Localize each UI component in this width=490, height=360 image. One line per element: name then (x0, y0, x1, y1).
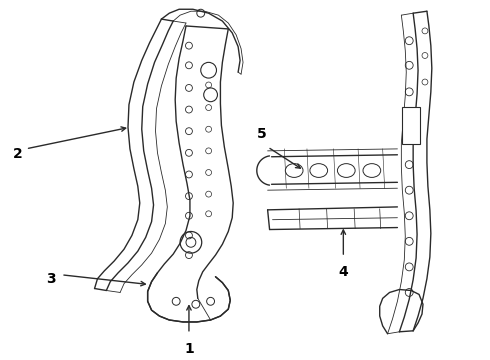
Text: 4: 4 (339, 265, 348, 279)
Text: 1: 1 (184, 342, 194, 356)
Ellipse shape (338, 164, 355, 177)
Text: 5: 5 (257, 127, 267, 141)
Ellipse shape (363, 164, 381, 177)
FancyBboxPatch shape (402, 107, 420, 144)
Ellipse shape (310, 164, 328, 177)
Text: 3: 3 (47, 272, 56, 286)
Text: 2: 2 (13, 147, 23, 161)
Ellipse shape (285, 164, 303, 177)
